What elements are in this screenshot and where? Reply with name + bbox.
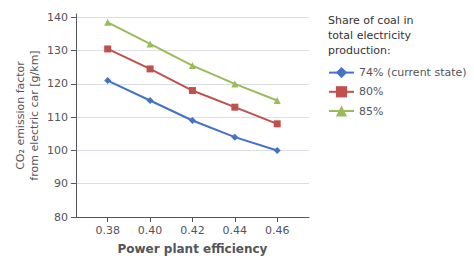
svg-text:90: 90 bbox=[54, 177, 68, 190]
svg-text:120: 120 bbox=[47, 77, 68, 90]
svg-text:CO₂ emission factor: CO₂ emission factor bbox=[14, 61, 27, 170]
svg-text:from electric car [g/km]: from electric car [g/km] bbox=[28, 50, 41, 180]
svg-text:100: 100 bbox=[47, 144, 68, 157]
svg-text:80%: 80% bbox=[359, 85, 383, 98]
svg-text:0.46: 0.46 bbox=[265, 224, 290, 237]
svg-text:production:: production: bbox=[328, 44, 391, 57]
svg-text:0.44: 0.44 bbox=[223, 224, 248, 237]
svg-text:0.42: 0.42 bbox=[180, 224, 205, 237]
svg-text:0.38: 0.38 bbox=[95, 224, 120, 237]
svg-text:85%: 85% bbox=[359, 105, 383, 118]
svg-text:total electricity: total electricity bbox=[328, 29, 412, 42]
svg-text:80: 80 bbox=[54, 211, 68, 224]
svg-text:130: 130 bbox=[47, 44, 68, 57]
svg-text:0.40: 0.40 bbox=[138, 224, 163, 237]
svg-text:Share of coal in: Share of coal in bbox=[328, 14, 413, 27]
svg-text:140: 140 bbox=[47, 11, 68, 24]
svg-text:110: 110 bbox=[47, 111, 68, 124]
svg-text:Power plant efficiency: Power plant efficiency bbox=[117, 242, 267, 256]
svg-text:74% (current state): 74% (current state) bbox=[359, 66, 467, 79]
